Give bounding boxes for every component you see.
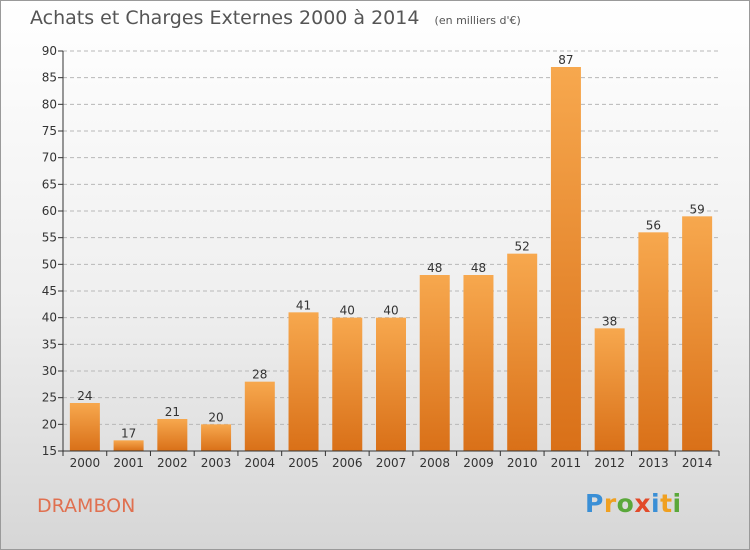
y-tick-label: 20	[42, 417, 57, 431]
y-tick-label: 70	[42, 151, 57, 165]
bar-value-label: 20	[208, 410, 223, 424]
y-tick-label: 60	[42, 204, 57, 218]
bar-value-label: 28	[252, 368, 267, 382]
y-tick-label: 90	[42, 44, 57, 58]
logo-letter: x	[634, 489, 651, 518]
bar-2002	[157, 419, 188, 451]
bar-2014	[682, 216, 713, 451]
x-tick-label: 2012	[594, 456, 625, 470]
bar-2012	[594, 328, 625, 451]
bar-2006	[332, 317, 363, 451]
bar-2001	[113, 440, 144, 451]
bar-value-label: 59	[689, 202, 704, 216]
y-tick-label: 85	[42, 71, 57, 85]
y-tick-label: 40	[42, 311, 57, 325]
axes: 15 20 25 30 35 40 45 50 55 60 65 70 75 80 85 90 2000 2001…	[42, 44, 720, 470]
x-tick-label: 2007	[376, 456, 407, 470]
bar-value-label: 21	[165, 405, 180, 419]
logo-letter: P	[585, 489, 604, 518]
x-tick-label: 2006	[332, 456, 363, 470]
bar-2011	[550, 67, 581, 451]
bar-value-label: 56	[646, 218, 661, 232]
bar-2010	[507, 253, 538, 451]
logo-letter: r	[603, 489, 617, 518]
chart-title: Achats et Charges Externes 2000 à 2014	[30, 7, 420, 29]
bar-2005	[288, 312, 319, 451]
y-tick-label: 35	[42, 337, 57, 351]
x-tick-label: 2002	[157, 456, 188, 470]
logo-letter: i	[651, 489, 661, 518]
bar-2004	[244, 381, 275, 451]
bar-value-label: 24	[77, 389, 92, 403]
x-tick-label: 2009	[463, 456, 494, 470]
bar-value-label: 87	[558, 53, 573, 67]
bar-2007	[376, 317, 406, 451]
y-tick-label: 55	[42, 231, 57, 245]
title-row: Achats et Charges Externes 2000 à 2014 (…	[30, 7, 521, 29]
x-tick-label: 2004	[245, 456, 276, 470]
y-tick-label: 80	[42, 97, 57, 111]
x-tick-label: 2001	[113, 456, 144, 470]
y-tick-label: 45	[42, 284, 57, 298]
y-tick-label: 65	[42, 177, 57, 191]
y-tick-label: 75	[42, 124, 57, 138]
bar-2013	[638, 232, 669, 451]
bar-value-label: 40	[340, 304, 355, 318]
x-tick-label: 2014	[682, 456, 713, 470]
commune-name: DRAMBON	[37, 495, 136, 517]
x-tick-label: 2005	[288, 456, 319, 470]
bar-value-label: 40	[383, 304, 398, 318]
bar-2008	[419, 275, 450, 451]
x-tick-label: 2013	[638, 456, 669, 470]
logo-letter: o	[616, 489, 635, 518]
x-tick-label: 2000	[70, 456, 101, 470]
logo-letter: i	[672, 489, 682, 518]
chart-subtitle: (en milliers d'€)	[434, 14, 521, 27]
x-tick-label: 2003	[201, 456, 232, 470]
y-tick-label: 30	[42, 364, 57, 378]
bar-value-label: 41	[296, 298, 311, 312]
x-tick-label: 2011	[551, 456, 582, 470]
bar-value-label: 48	[471, 261, 486, 275]
bar-value-label: 17	[121, 426, 136, 440]
proxiti-logo[interactable]: Proxiti	[585, 489, 682, 518]
bar-value-label: 38	[602, 314, 617, 328]
y-tick-label: 15	[42, 444, 57, 458]
bar-2003	[201, 424, 232, 451]
x-tick-label: 2008	[419, 456, 450, 470]
bar-value-label: 52	[515, 240, 530, 254]
bar-2009	[463, 275, 494, 451]
y-tick-label: 25	[42, 391, 57, 405]
bar-2000	[69, 403, 100, 451]
y-tick-label: 50	[42, 257, 57, 271]
x-tick-label: 2010	[507, 456, 538, 470]
bar-value-label: 48	[427, 261, 442, 275]
logo-letter: t	[660, 489, 673, 518]
bars: 24 17 21 20 28 41 40 40 48 48 52 87 38 56 59	[69, 53, 713, 451]
